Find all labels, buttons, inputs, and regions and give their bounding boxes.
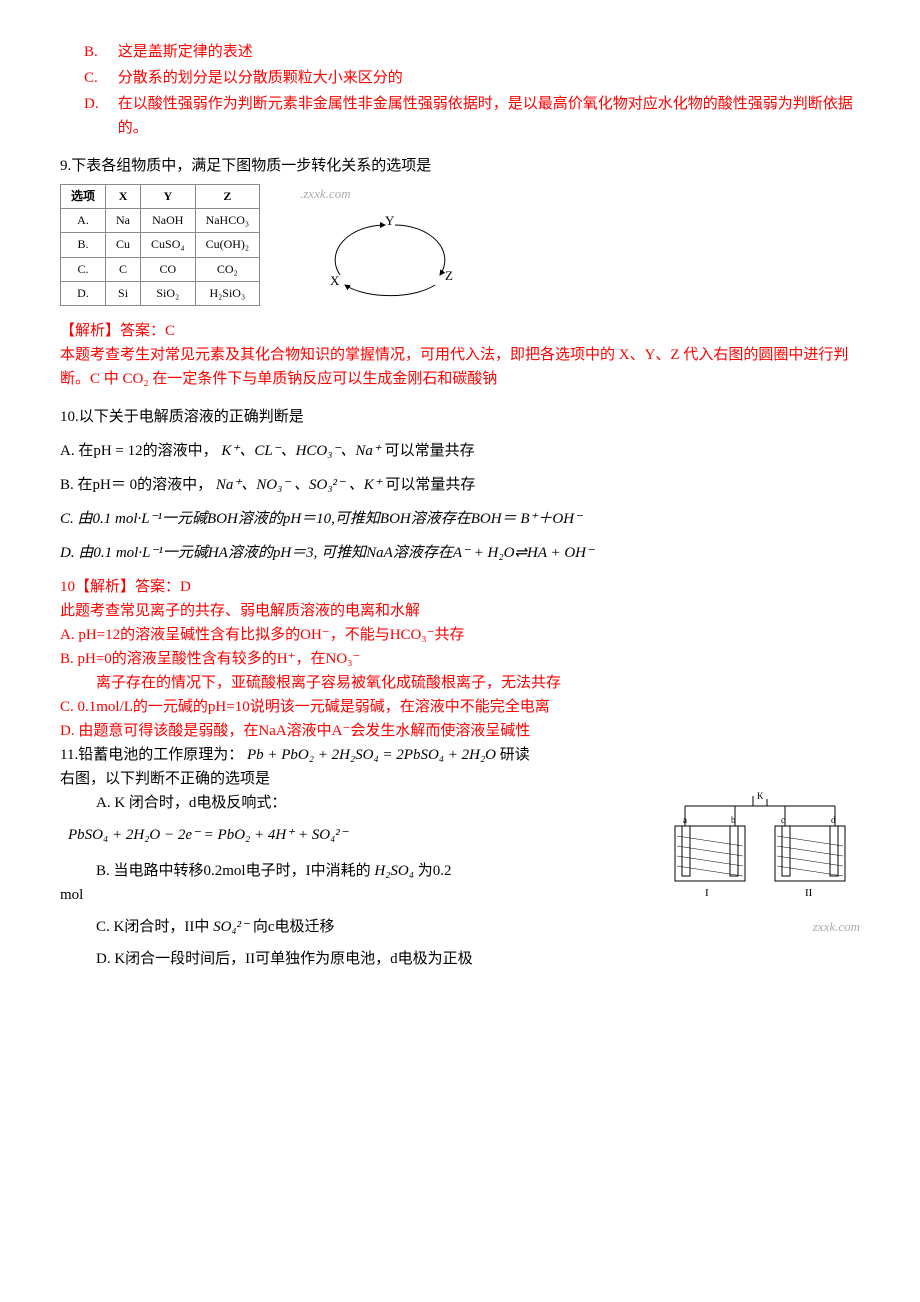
q9-title: 9.下表各组物质中，满足下图物质一步转化关系的选项是 [60,154,860,178]
svg-text:b: b [731,815,736,825]
q10-opt-b: B. 在pH＝ 0的溶液中， Na⁺、NO₃⁻ 、SO₃²⁻ 、K⁺ 可以常量共… [60,473,860,497]
q11-title-post: 研读 [500,747,530,763]
q8-opt-d: D. 在以酸性强弱作为判断元素非金属性非金属性强弱依据时，是以最高价氧化物对应水… [84,92,860,140]
q9-diagram: .zxxk.com Y Z X [300,184,470,313]
node-z: Z [445,268,453,283]
td: CuSO₄ [141,233,196,257]
q11-options: A. K 闭合时，d电极反响式： PbSO₄ + 2H₂O − 2e⁻ = Pb… [60,791,650,971]
q10-title: 10.以下关于电解质溶液的正确判断是 [60,405,860,429]
analysis-line: A. pH=12的溶液呈碱性含有比拟多的OH⁻，不能与HCO₃⁻共存 [60,623,860,647]
analysis-line: B. pH=0的溶液呈酸性含有较多的H⁺，在NO₃⁻ [60,647,860,671]
opt-label: C. [84,66,114,90]
th: 选项 [61,185,106,209]
q11-title-pre: 11.铅蓄电池的工作原理为： [60,747,243,763]
q11-title-line: 11.铅蓄电池的工作原理为： Pb + PbO₂ + 2H₂SO₄ = 2PbS… [60,743,860,767]
svg-text:c: c [781,815,785,825]
td: Cu [106,233,141,257]
q11-opt-d: D. K闭合一段时间后，II可单独作为原电池，d电极为正极 [60,947,650,971]
svg-text:a: a [683,815,687,825]
th: Z [195,185,260,209]
ions: Na⁺、NO₃⁻ 、SO₃²⁻ 、K⁺ [216,477,382,493]
td: Na [106,209,141,233]
svg-text:d: d [831,815,836,825]
td: C. [61,257,106,281]
td: CO [141,257,196,281]
opt-text: 为0.2 [418,863,452,879]
opt-text-pre: B. 在pH＝ 0的溶液中， [60,477,212,493]
opt-text: B. 当电路中转移0.2mol电子时，I中消耗的 [96,863,371,879]
td: Si [106,281,141,305]
q8-options: B. 这是盖斯定律的表述 C. 分散系的划分是以分散质颗粒大小来区分的 D. 在… [60,40,860,140]
battery-diagram-icon: K a b c d I II [665,791,855,911]
q9-analysis: 【解析】答案：C 本题考查考生对常见元素及其化合物知识的掌握情况，可用代入法，即… [60,319,860,391]
opt-text: 在以酸性强弱作为判断元素非金属性非金属性强弱依据时，是以最高价氧化物对应水化物的… [118,92,858,140]
q10-analysis: 10【解析】答案：D 此题考查常见离子的共存、弱电解质溶液的电离和水解 A. p… [60,575,860,743]
table-row: B. Cu CuSO₄ Cu(OH)₂ [61,233,260,257]
q8-opt-c: C. 分散系的划分是以分散质颗粒大小来区分的 [84,66,860,90]
node-y: Y [385,213,395,228]
q8-opt-b: B. 这是盖斯定律的表述 [84,40,860,64]
td: A. [61,209,106,233]
analysis-line: C. 0.1mol/L的一元碱的pH=10说明该一元碱是弱碱，在溶液中不能完全电… [60,695,860,719]
table-row: C. C CO CO₂ [61,257,260,281]
td: C [106,257,141,281]
q10-opt-a: A. 在pH = 12的溶液中， K⁺、CL⁻、HCO₃⁻、Na⁺ 可以常量共存 [60,439,860,463]
q11-opt-b-unit: mol [60,883,650,907]
opt-text-post: 可以常量共存 [385,443,475,459]
q9-table: 选项 X Y Z A. Na NaOH NaHCO₃ B. Cu CuSO₄ C… [60,184,260,306]
opt-text: 这是盖斯定律的表述 [118,40,253,64]
cycle-diagram-icon: Y Z X [300,205,470,305]
analysis-title: 【解析】答案：C [60,319,860,343]
td: NaOH [141,209,196,233]
analysis-line: 此题考查常见离子的共存、弱电解质溶液的电离和水解 [60,599,860,623]
watermark-text: .zxxk.com [300,184,470,205]
th: Y [141,185,196,209]
svg-text:K: K [757,791,764,801]
formula: SO₄²⁻ [213,919,249,935]
opt-label: B. [84,40,114,64]
td: D. [61,281,106,305]
node-x: X [330,273,340,288]
ions: K⁺、CL⁻、HCO₃⁻、Na⁺ [221,443,380,459]
td: B. [61,233,106,257]
td: Cu(OH)₂ [195,233,260,257]
q9-content-row: 选项 X Y Z A. Na NaOH NaHCO₃ B. Cu CuSO₄ C… [60,184,860,313]
opt-text: C. K闭合时，II中 [96,919,209,935]
analysis-body: 本题考查考生对常见元素及其化合物知识的掌握情况，可用代入法，即把各选项中的 X、… [60,343,860,391]
table-row: D. Si SiO₂ H₂SiO₃ [61,281,260,305]
td: CO₂ [195,257,260,281]
formula: H₂SO₄ [374,863,414,879]
figure-watermark: zxxk.com [660,917,860,938]
q11-opt-c: C. K闭合时，II中 SO₄²⁻ 向c电极迁移 [60,915,650,939]
q11-line2: 右图，以下判断不正确的选项是 [60,767,860,791]
opt-text: 向c电极迁移 [253,919,335,935]
q11-opt-a-line1: A. K 闭合时，d电极反响式： [60,791,650,815]
opt-text-post: 可以常量共存 [385,477,475,493]
table-header-row: 选项 X Y Z [61,185,260,209]
opt-label: D. [84,92,114,116]
q11-body-row: A. K 闭合时，d电极反响式： PbSO₄ + 2H₂O − 2e⁻ = Pb… [60,791,860,971]
q11-opt-a-equation: PbSO₄ + 2H₂O − 2e⁻ = PbO₂ + 4H⁺ + SO₄²⁻ [68,823,650,847]
q11-opt-b: B. 当电路中转移0.2mol电子时，I中消耗的 H₂SO₄ 为0.2 [60,859,650,883]
q10-opt-c: C. 由0.1 mol·L⁻¹一元碱BOH溶液的pH＝10,可推知BOH溶液存在… [60,507,860,531]
table-row: A. Na NaOH NaHCO₃ [61,209,260,233]
svg-text:II: II [805,887,813,899]
opt-text-pre: A. 在pH = 12的溶液中， [60,443,218,459]
analysis-line: D. 由题意可得该酸是弱酸，在NaA溶液中A⁻会发生水解而使溶液呈碱性 [60,719,860,743]
analysis-line: 离子存在的情况下，亚硫酸根离子容易被氧化成硫酸根离子，无法共存 [60,671,860,695]
q10-opt-d: D. 由0.1 mol·L⁻¹一元碱HA溶液的pH＝3, 可推知NaA溶液存在A… [60,541,860,565]
td: SiO₂ [141,281,196,305]
opt-text: 分散系的划分是以分散质颗粒大小来区分的 [118,66,403,90]
svg-text:I: I [705,887,709,899]
analysis-title: 10【解析】答案：D [60,575,860,599]
td: H₂SiO₃ [195,281,260,305]
q11-equation: Pb + PbO₂ + 2H₂SO₄ = 2PbSO₄ + 2H₂O [247,747,496,763]
td: NaHCO₃ [195,209,260,233]
q11-figure: K a b c d I II [650,791,860,938]
th: X [106,185,141,209]
